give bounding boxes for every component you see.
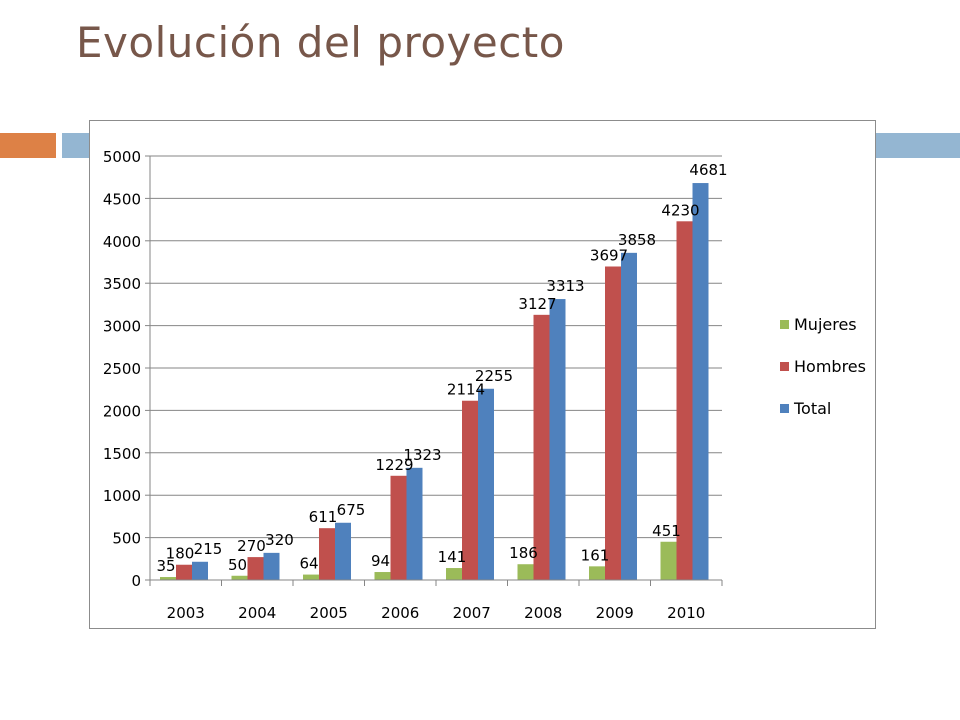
bar-mujeres <box>231 575 248 580</box>
y-tick-label: 4000 <box>103 233 141 251</box>
bar-mujeres <box>160 577 176 580</box>
bar-total <box>621 252 637 580</box>
data-label-mujeres: 161 <box>581 546 610 564</box>
data-label-hombres: 3127 <box>518 295 556 313</box>
data-label-total: 4681 <box>689 161 727 179</box>
bar-hombres <box>533 314 550 580</box>
data-label-total: 675 <box>337 501 366 519</box>
data-label-total: 3858 <box>618 231 656 249</box>
bar-hombres <box>390 475 407 580</box>
bar-total <box>192 561 208 580</box>
bar-mujeres <box>589 566 605 580</box>
x-tick-label: 2007 <box>453 604 491 622</box>
accent-bar-orange <box>0 133 56 158</box>
data-label-hombres: 4230 <box>661 201 699 219</box>
bar-total <box>263 552 280 580</box>
data-label-hombres: 2114 <box>447 381 485 399</box>
chart-frame: 0 500 1000 1500 2000 2500 3000 3500 4000 4500 5000… <box>89 120 876 629</box>
bars <box>160 183 709 580</box>
bar-total <box>692 183 709 580</box>
bar-mujeres <box>446 568 462 580</box>
bar-hombres <box>462 400 478 580</box>
y-tick-label: 5000 <box>103 148 141 166</box>
data-label-total: 320 <box>265 531 294 549</box>
data-label-mujeres: 141 <box>438 548 467 566</box>
bar-mujeres <box>303 574 319 580</box>
x-tick-labels: 2003 2004 2005 2006 2007 2008 2009 2010 <box>167 604 706 622</box>
data-label-total: 215 <box>194 540 223 558</box>
legend: Mujeres Hombres Total <box>780 315 866 418</box>
data-label-total: 3313 <box>546 277 584 295</box>
x-tick-label: 2008 <box>524 604 562 622</box>
gridlines <box>150 155 722 539</box>
legend-label-total: Total <box>793 399 831 418</box>
y-tick-label: 1500 <box>103 445 141 463</box>
data-label-mujeres: 186 <box>509 544 538 562</box>
y-tick-label: 3500 <box>103 275 141 293</box>
bar-mujeres <box>517 564 534 580</box>
bar-mujeres <box>660 541 677 580</box>
legend-swatch-total <box>780 404 789 413</box>
data-label-hombres: 611 <box>309 508 338 526</box>
data-label-mujeres: 94 <box>371 552 390 570</box>
x-tick-label: 2003 <box>167 604 205 622</box>
legend-swatch-hombres <box>780 362 789 371</box>
bar-total <box>406 467 423 580</box>
x-tick-label: 2005 <box>310 604 348 622</box>
y-tick-label: 2500 <box>103 360 141 378</box>
legend-label-mujeres: Mujeres <box>794 315 857 334</box>
data-label-mujeres: 451 <box>652 522 681 540</box>
y-tick-label: 3000 <box>103 318 141 336</box>
y-tick-label: 0 <box>131 572 141 590</box>
bar-hombres <box>176 564 192 580</box>
data-label-hombres: 3697 <box>590 246 628 264</box>
y-tick-label: 4500 <box>103 190 141 208</box>
data-label-mujeres: 35 <box>156 557 175 575</box>
legend-swatch-mujeres <box>780 320 789 329</box>
y-tick-labels: 0 500 1000 1500 2000 2500 3000 3500 4000 4500 5000 <box>103 148 141 590</box>
data-label-hombres: 180 <box>166 545 195 563</box>
bar-chart: 0 500 1000 1500 2000 2500 3000 3500 4000 4500 5000… <box>103 148 866 622</box>
bar-mujeres <box>374 572 391 580</box>
bar-total <box>549 299 566 580</box>
bar-hombres <box>605 266 621 580</box>
bar-total <box>478 388 494 580</box>
y-tick-label: 500 <box>112 530 141 548</box>
slide-title: Evolución del proyecto <box>76 18 565 67</box>
accent-bar-blue-right <box>876 133 960 158</box>
data-label-mujeres: 50 <box>228 556 247 574</box>
y-tick-label: 2000 <box>103 402 141 420</box>
x-tick-label: 2004 <box>238 604 276 622</box>
x-tick-label: 2006 <box>381 604 419 622</box>
x-tick-label: 2010 <box>667 604 705 622</box>
axes <box>145 155 723 586</box>
legend-label-hombres: Hombres <box>794 357 866 376</box>
x-tick-label: 2009 <box>596 604 634 622</box>
data-label-mujeres: 64 <box>299 555 318 573</box>
accent-bar-blue-left <box>62 133 90 158</box>
y-tick-label: 1000 <box>103 487 141 505</box>
bar-total <box>335 522 351 580</box>
data-label-hombres: 1229 <box>375 456 413 474</box>
bar-hombres <box>319 528 335 580</box>
data-label-total: 2255 <box>475 367 513 385</box>
bar-hombres <box>247 557 264 580</box>
data-label-total: 1323 <box>403 446 441 464</box>
bar-hombres <box>676 221 693 580</box>
data-label-hombres: 270 <box>237 537 266 555</box>
